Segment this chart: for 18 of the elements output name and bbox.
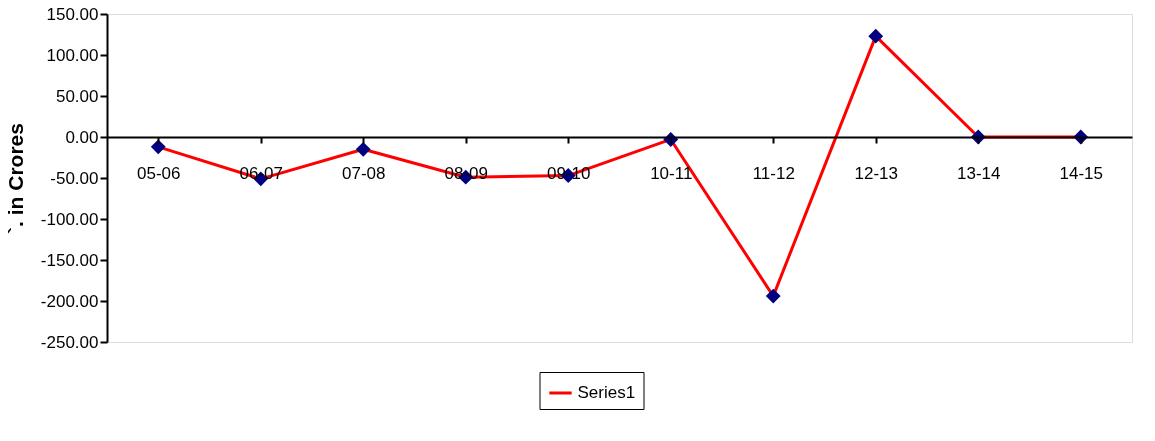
x-tick-label: 11-12	[752, 163, 795, 183]
y-tick-label: -200.00	[40, 291, 99, 311]
y-tick-label: 50.00	[55, 86, 99, 106]
legend-label: Series1	[577, 383, 636, 402]
y-tick-label: -150.00	[40, 250, 99, 270]
x-tick-label: 07-08	[342, 163, 386, 183]
y-tick-label: -250.00	[40, 332, 99, 352]
x-tick-label: 10-11	[650, 163, 693, 183]
y-axis-title: `. in Crores	[3, 123, 27, 234]
y-tick-label: 0.00	[65, 127, 99, 147]
y-tick-label: 100.00	[46, 45, 99, 65]
x-tick-label: 13-14	[957, 163, 1001, 183]
y-tick-label: -100.00	[40, 209, 99, 229]
x-tick-label: 12-13	[854, 163, 898, 183]
y-tick-label: 150.00	[46, 4, 99, 24]
x-tick-label: 14-15	[1059, 163, 1103, 183]
x-tick-label: 05-06	[137, 163, 181, 183]
y-tick-label: -50.00	[50, 168, 99, 188]
